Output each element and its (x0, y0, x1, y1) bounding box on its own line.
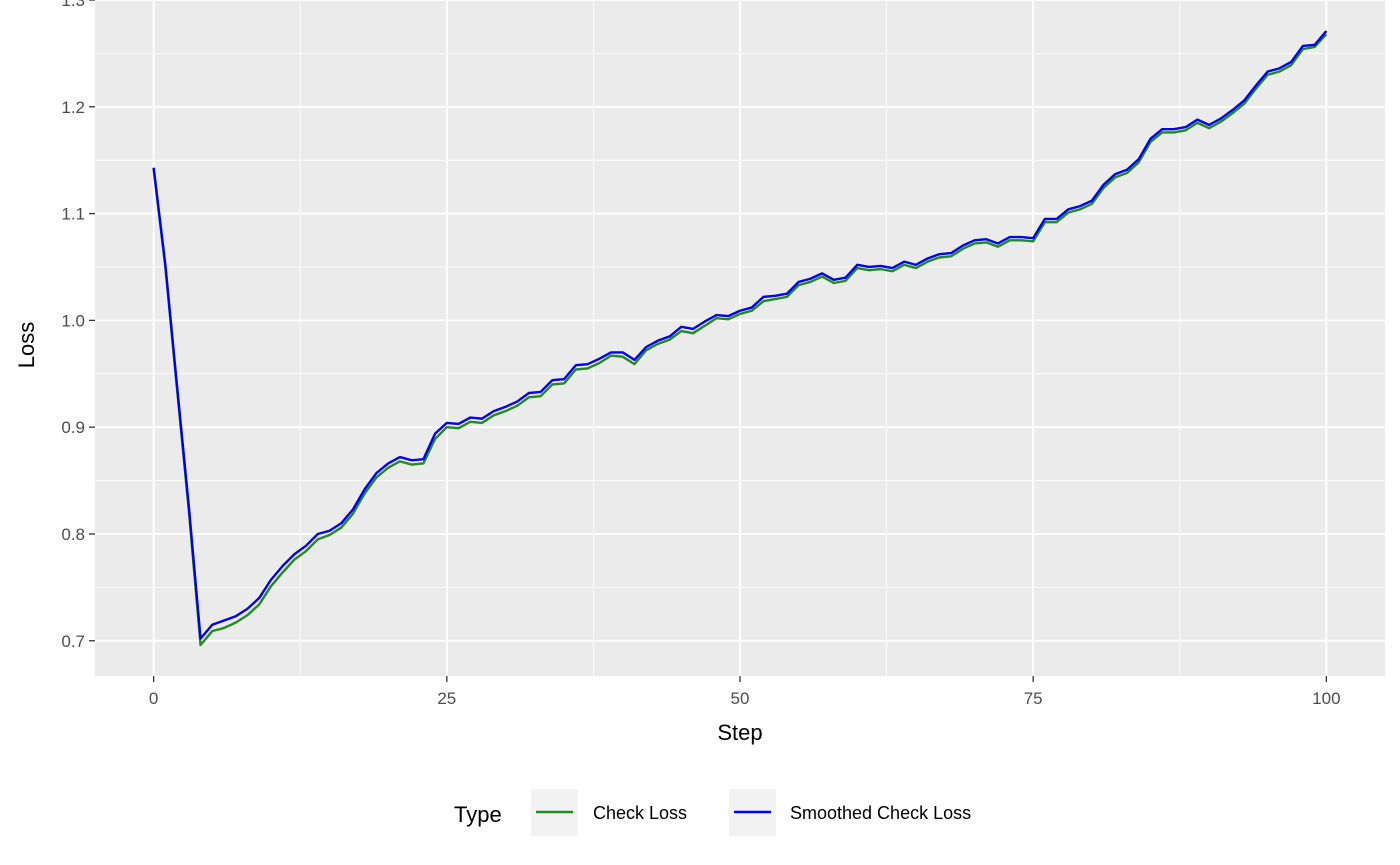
legend: Type Check Loss Smoothed Check Loss (454, 789, 971, 836)
y-axis-title: Loss (14, 322, 39, 368)
y-tick-label: 1.3 (61, 0, 85, 10)
x-tick-label: 0 (149, 689, 158, 708)
y-tick-label: 1.2 (61, 98, 85, 117)
x-tick-label: 50 (731, 689, 750, 708)
x-axis: 0 25 50 75 100 (149, 676, 1341, 708)
x-tick-label: 75 (1024, 689, 1043, 708)
x-axis-title: Step (717, 720, 762, 745)
legend-entry-smoothed-check-loss: Smoothed Check Loss (729, 789, 971, 836)
y-axis: 0.7 0.8 0.9 1.0 1.1 1.2 1.3 (61, 0, 95, 651)
y-tick-label: 1.0 (61, 311, 85, 330)
legend-title: Type (454, 802, 502, 827)
legend-label-smoothed-check-loss: Smoothed Check Loss (790, 803, 971, 823)
x-tick-label: 25 (437, 689, 456, 708)
y-tick-label: 1.1 (61, 205, 85, 224)
legend-label-check-loss: Check Loss (593, 803, 687, 823)
series-line-smoothed-check-loss (152, 30, 1328, 640)
y-tick-label: 0.7 (61, 632, 85, 651)
y-tick-label: 0.9 (61, 418, 85, 437)
x-tick-label: 100 (1312, 689, 1340, 708)
y-tick-label: 0.8 (61, 525, 85, 544)
series-layer (152, 30, 1328, 647)
legend-entry-check-loss: Check Loss (531, 789, 687, 836)
major-gridlines (95, 0, 1385, 676)
series-line-check-loss (152, 33, 1328, 647)
